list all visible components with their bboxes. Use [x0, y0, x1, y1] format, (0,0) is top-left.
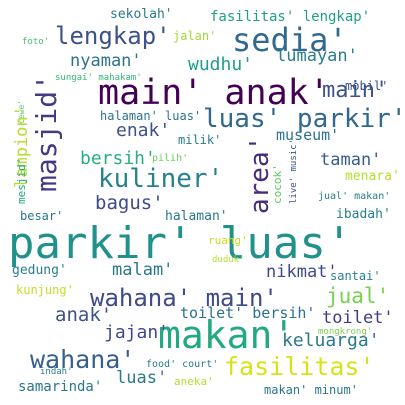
word-makan-minum: makan' minum' [264, 383, 358, 397]
word-keluarga: keluarga' [282, 330, 380, 351]
word-lumayan: lumayan' [276, 46, 358, 66]
word-nyaman: nyaman' [70, 51, 142, 71]
word-anak: anak' [55, 304, 113, 326]
word-aneka: aneka' [174, 375, 214, 388]
word-jual: jual' [326, 284, 390, 308]
word-milik: milik' [178, 133, 222, 147]
word-nikmat: nikmat' [266, 262, 338, 282]
word-museum: museum' [276, 126, 340, 144]
word-wahana: wahana' [30, 345, 136, 374]
word-santai: santai' [330, 269, 381, 283]
word-malam: malam' [112, 260, 174, 280]
word-kuliner: kuliner' [98, 164, 224, 194]
word-luas-parkir: luas' parkir' [203, 104, 405, 134]
word-jual-makan: jual' makan' [318, 191, 391, 202]
word-lengkap: lengkap' [55, 22, 171, 50]
word-indah: indah' [40, 367, 73, 377]
word-fasilitas-lengkap: fasilitas' lengkap' [210, 9, 371, 25]
word-bersih: bersih' [80, 148, 156, 169]
word-toilet: toilet' [322, 308, 394, 328]
word-halaman-luas: halaman' luas' [100, 109, 202, 123]
word-jalan: jalan' [173, 29, 217, 43]
word-bagus: bagus' [95, 192, 164, 214]
word-enak: enak' [116, 120, 171, 141]
word-food-court: food' court' [146, 359, 219, 370]
word-pilih: pilih' [152, 153, 189, 164]
word-area: area' [245, 135, 275, 214]
word-makan: makan' [158, 313, 296, 357]
word-main: main' [322, 78, 389, 103]
word-masjid: masjid' [30, 73, 63, 192]
word-cocok: cocok' [271, 164, 284, 204]
word-jajan: jajan' [104, 322, 170, 343]
word-mongkrong: mongkrong' [318, 327, 373, 337]
word-ibadah: ibadah' [336, 207, 391, 222]
word-taman: taman' [320, 150, 382, 170]
word-fasilitas: fasilitas' [224, 352, 375, 381]
word-kunjung: kunjung' [16, 283, 74, 297]
word-main-anak: main' anak' [98, 73, 330, 113]
word-wahana-main: wahana' main' [90, 284, 278, 312]
word-gedung: gedung' [12, 263, 67, 278]
word-mesjid: mesjid' [15, 157, 28, 204]
word-halaman: halaman' [165, 209, 228, 224]
word-sungai-mahakam: sungai' mahakam' [55, 73, 142, 83]
word-foto: foto' [22, 37, 50, 47]
word-parkir-luas: parkir' luas' [8, 218, 353, 269]
word-luas: luas' [116, 368, 168, 388]
word-duduk: duduk' [212, 255, 245, 265]
word-sekolah: sekolah' [110, 7, 173, 22]
word-wudhu: wudhu' [188, 54, 254, 75]
word-ruang: ruang' [208, 234, 248, 247]
word-sedia: sedia' [232, 21, 348, 59]
word-toilet-bersih: toilet' bersih' [180, 304, 316, 322]
word-menara: menara' [345, 169, 400, 184]
word-live-music: live' music' [289, 138, 299, 204]
word-samarinda: samarinda' [18, 379, 103, 395]
word-mobil: mobil' [345, 79, 389, 93]
word-besar: besar' [20, 209, 64, 223]
